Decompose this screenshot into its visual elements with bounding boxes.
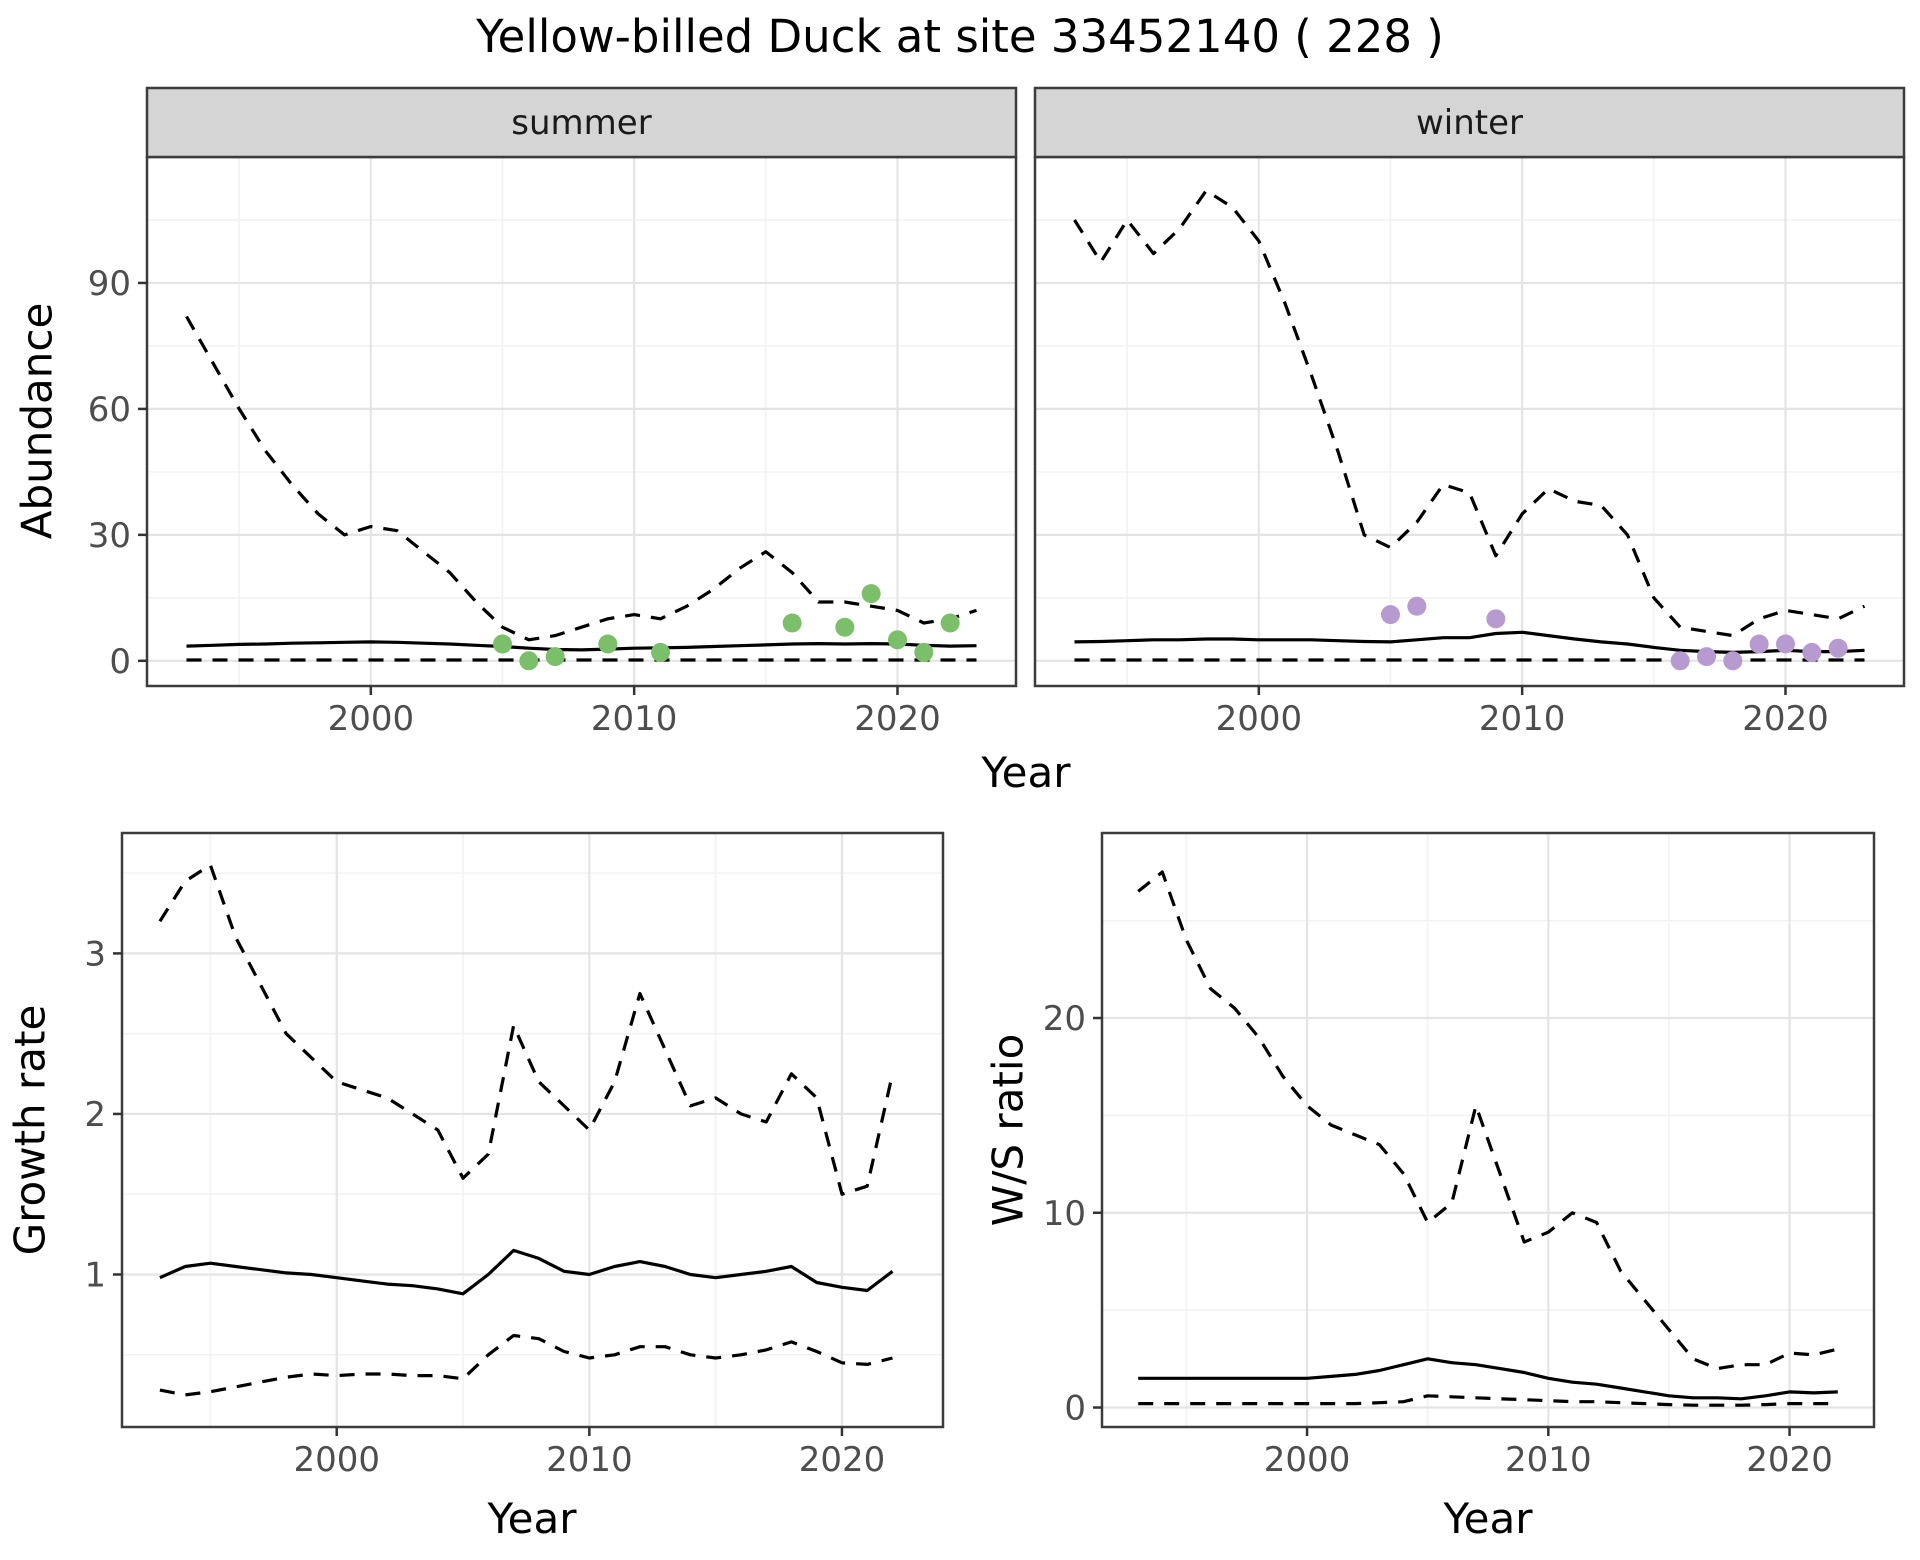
y-tick-label: 90: [88, 264, 131, 304]
panel-abundance-winter: 2000 2010 2020 winter: [1033, 86, 1906, 739]
abundance-winter-data-point: [1381, 605, 1400, 625]
panel-background: [1102, 833, 1874, 1427]
abundance-summer-data-point: [861, 584, 881, 604]
abundance-winter-data-point: [1776, 634, 1795, 654]
x-tick-label: 2010: [546, 1440, 633, 1480]
panel-border: [1100, 831, 1876, 1429]
facet-strip-label-summer: summer: [511, 103, 651, 143]
abundance-winter-data-point: [1749, 634, 1769, 654]
y-axis-title-ws-ratio: W/S ratio: [983, 1033, 1033, 1227]
abundance-summer-data-point: [493, 634, 512, 654]
abundance-winter-data-point: [1670, 651, 1690, 671]
y-tick-label: 0: [109, 642, 131, 682]
abundance-summer-data-point: [914, 642, 934, 662]
panel-background: [1035, 157, 1904, 686]
abundance-summer-data-point: [545, 647, 565, 667]
y-tick-label: 30: [88, 516, 131, 556]
abundance-summer-data-point: [888, 630, 907, 650]
panel-abundance-summer: 2000 2010 2020 0 30 60 90 summer: [88, 86, 1018, 739]
abundance-summer-data-point: [519, 651, 539, 671]
y-axis-title-growth-rate: Growth rate: [5, 1004, 55, 1256]
panel-ws-ratio: 2000 2010 2020 0 10 20: [1043, 831, 1876, 1480]
y-tick-label: 0: [1064, 1389, 1086, 1429]
facet-strip-summer: [145, 86, 1018, 159]
facet-strip-winter: [1033, 86, 1906, 159]
panel-background: [147, 157, 1016, 686]
abundance-summer-data-point: [598, 634, 618, 654]
x-tick-label: 2000: [1216, 699, 1303, 739]
y-tick-label: 20: [1043, 999, 1086, 1039]
ws-ratio-upper-ci-line: [1137, 870, 1839, 1371]
x-tick-label: 2000: [293, 1440, 380, 1480]
y-tick-label: 1: [84, 1255, 106, 1295]
abundance-summer-data-point: [782, 613, 802, 633]
abundance-winter-data-point: [1802, 642, 1822, 662]
x-tick-label: 2010: [1479, 699, 1566, 739]
abundance-winter-data-point: [1407, 596, 1427, 616]
x-tick-label: 2000: [328, 699, 415, 739]
abundance-summer-data-point: [651, 642, 670, 662]
panel-border: [120, 831, 945, 1429]
facet-strip-label-winter: winter: [1416, 103, 1523, 143]
x-axis-title-year-bottom-left: Year: [487, 1494, 577, 1543]
y-tick-label: 3: [84, 934, 106, 974]
growth-rate-lower-ci-line: [159, 1333, 893, 1397]
x-axis-title-year-bottom-right: Year: [1443, 1494, 1533, 1543]
x-tick-label: 2010: [1505, 1440, 1592, 1480]
x-tick-label: 2020: [1746, 1440, 1833, 1480]
x-tick-label: 2020: [854, 699, 941, 739]
ws-ratio-median-line: [1138, 1357, 1838, 1401]
growth-rate-median-line: [159, 1248, 894, 1296]
growth-rate-upper-ci-line: [158, 863, 895, 1196]
x-tick-label: 2020: [799, 1440, 886, 1480]
abundance-summer-upper-ci-line: [185, 315, 977, 642]
abundance-summer-data-point: [835, 617, 855, 637]
x-tick-label: 2010: [591, 699, 678, 739]
y-axis-title-abundance: Abundance: [12, 302, 62, 540]
abundance-winter-data-point: [1697, 647, 1716, 667]
abundance-winter-data-point: [1723, 651, 1743, 671]
abundance-summer-median-line: [186, 640, 977, 652]
x-tick-label: 2020: [1742, 699, 1829, 739]
abundance-winter-data-point: [1828, 638, 1848, 658]
panel-growth-rate: 2000 2010 2020 1 2 3: [84, 831, 945, 1480]
panel-background: [122, 833, 943, 1427]
y-tick-label: 60: [88, 390, 131, 430]
abundance-winter-data-point: [1486, 609, 1506, 629]
figure-title: Yellow-billed Duck at site 33452140 ( 22…: [476, 10, 1444, 63]
y-tick-label: 10: [1043, 1194, 1086, 1234]
ws-ratio-lower-ci-line: [1138, 1394, 1838, 1407]
x-tick-label: 2000: [1264, 1440, 1351, 1480]
abundance-summer-data-point: [940, 613, 960, 633]
x-axis-title-year-top: Year: [981, 748, 1071, 797]
y-tick-label: 2: [84, 1095, 106, 1135]
